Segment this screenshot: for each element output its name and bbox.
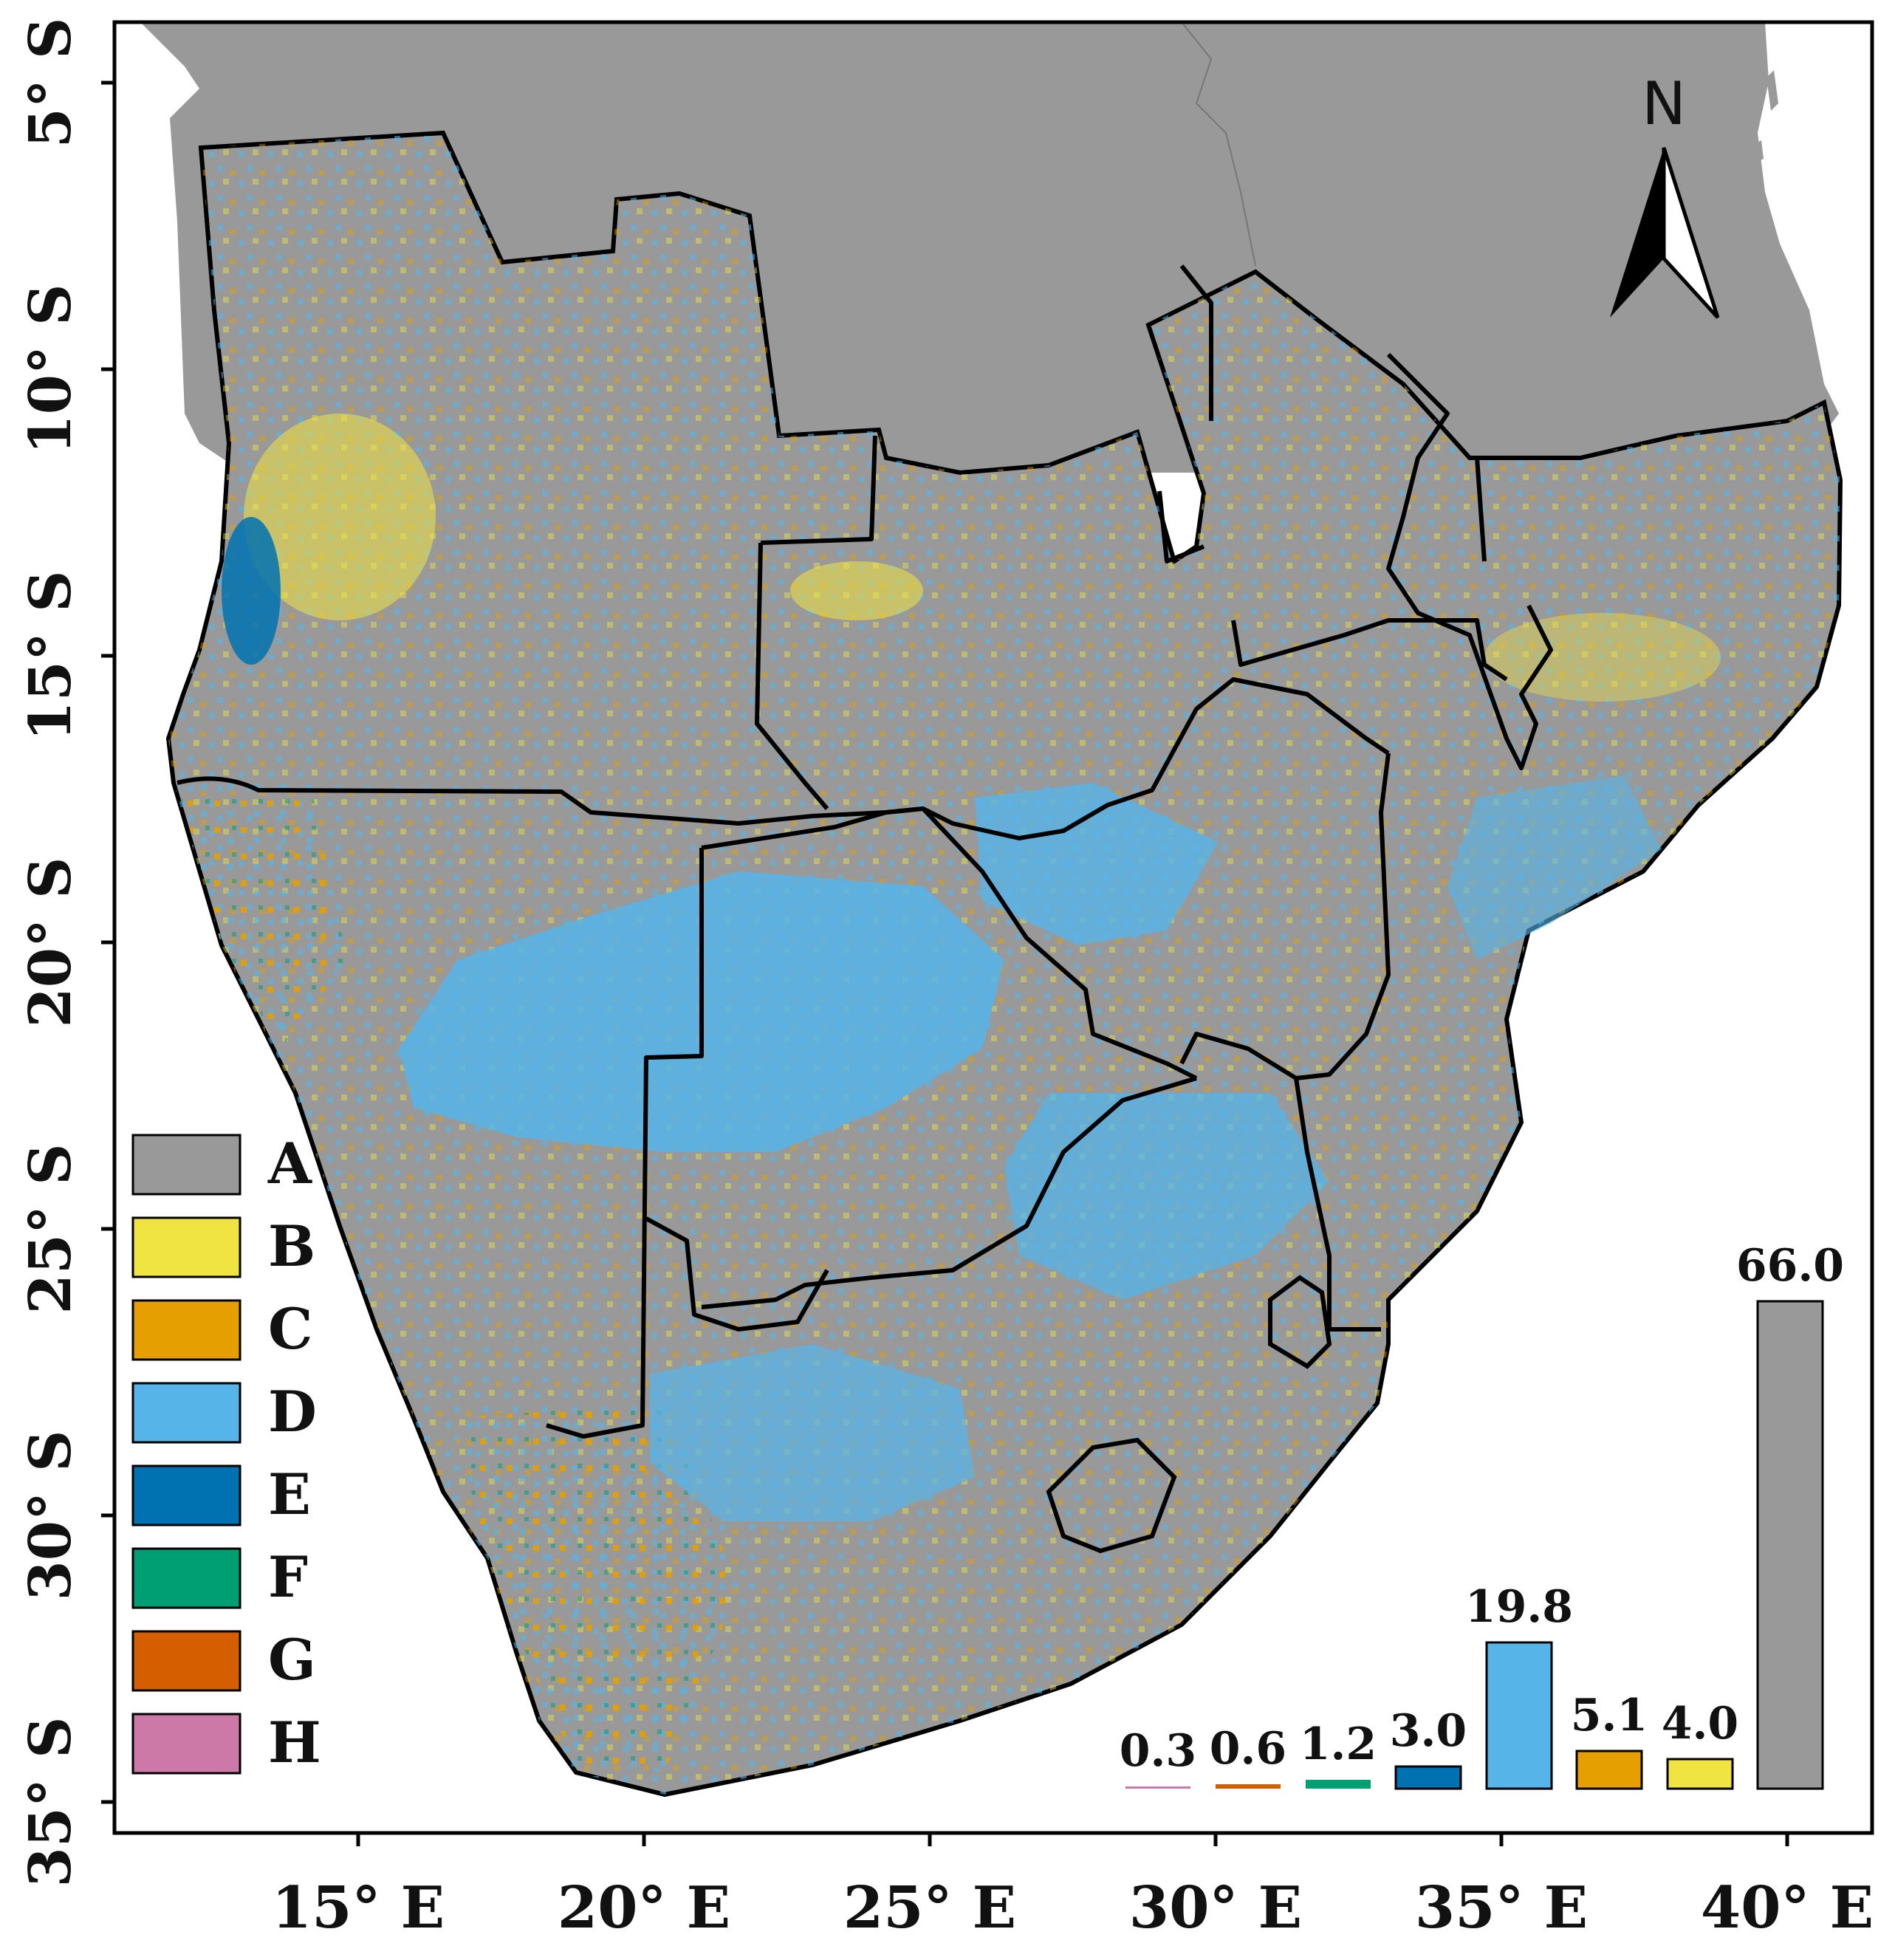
class-d-patch (650, 1344, 975, 1521)
y-tick-label: 10° S (17, 284, 84, 454)
north-arrow-label: N (1642, 69, 1686, 138)
bar-value-label-b: 4.0 (1662, 1698, 1738, 1750)
legend-label-h: H (268, 1710, 321, 1775)
bar-f (1306, 1780, 1371, 1789)
legend-label-c: C (268, 1296, 313, 1362)
legend-label-a: A (267, 1131, 312, 1196)
bar-b (1666, 1758, 1734, 1790)
legend-label-f: F (268, 1544, 308, 1610)
y-tick-label: 25° S (17, 1143, 84, 1314)
bar-h (1125, 1786, 1190, 1789)
legend-label-e: E (268, 1462, 311, 1527)
class-e-patch (222, 517, 281, 665)
legend-swatch-d (131, 1382, 241, 1444)
y-tick-label: 35° S (17, 1716, 84, 1887)
island-shape (1767, 70, 1778, 111)
y-tick-label: 5° S (17, 18, 84, 148)
eswatini-border (1268, 1275, 1332, 1369)
legend-label-g: G (268, 1627, 316, 1693)
class-c-patch (177, 783, 347, 1049)
class-b-patch (1484, 613, 1721, 702)
north-arrow-icon (1610, 147, 1720, 319)
x-tick-label: 40° E (1701, 1874, 1874, 1942)
island-shape (1754, 140, 1764, 162)
lesotho-border (1046, 1437, 1177, 1554)
bar-a (1756, 1300, 1824, 1790)
y-tick-label: 30° S (17, 1430, 84, 1600)
country-borders (177, 264, 1553, 1439)
bar-value-label-a: 66.0 (1736, 1240, 1844, 1292)
inset-bar-chart: 0.3 0.6 1.2 3.0 19.8 5.1 4.0 66.0 (1120, 1240, 1844, 1790)
class-b-patch (244, 414, 436, 620)
y-axis: 5° S 10° S 15° S 20° S 25° S 30° S 35° S (17, 18, 114, 1888)
y-tick-label: 20° S (17, 857, 84, 1027)
legend-swatch-e (131, 1464, 241, 1526)
bar-e (1394, 1765, 1462, 1790)
x-tick-label: 35° E (1415, 1874, 1588, 1942)
class-d-patch (1447, 775, 1662, 960)
x-tick-label: 15° E (272, 1874, 445, 1942)
x-axis: 15° E 20° E 25° E 30° E 35° E 40° E (272, 1833, 1874, 1942)
north-arrow: N (1610, 69, 1720, 319)
class-d-patch (975, 783, 1219, 945)
class-c-patch (450, 1403, 739, 1772)
bar-value-label-c: 5.1 (1571, 1690, 1648, 1741)
outside-border-line (1181, 22, 1256, 267)
legend-swatch-f (131, 1547, 241, 1609)
bar-c (1575, 1750, 1643, 1790)
bar-value-label-f: 1.2 (1300, 1719, 1377, 1770)
x-tick-label: 30° E (1129, 1874, 1302, 1942)
legend-swatch-g (131, 1630, 241, 1692)
study-region-classes-overlay (168, 133, 1840, 1795)
legend-swatch-h (131, 1713, 241, 1775)
bar-g (1216, 1784, 1281, 1789)
class-d-patch (1004, 1093, 1329, 1300)
bar-value-label-h: 0.3 (1120, 1725, 1196, 1777)
legend-swatch-c (131, 1299, 241, 1361)
legend-label-b: B (268, 1213, 315, 1279)
legend-swatch-a (131, 1134, 241, 1196)
map-frame (112, 20, 1874, 1835)
class-b-patch (790, 561, 923, 620)
x-tick-label: 25° E (843, 1874, 1016, 1942)
legend-swatch-b (131, 1216, 241, 1278)
x-tick-label: 20° E (558, 1874, 730, 1942)
map-layers (140, 22, 1843, 1798)
bar-value-label-d: 19.8 (1465, 1581, 1573, 1633)
bar-value-label-g: 0.6 (1210, 1723, 1286, 1775)
legend-label-d: D (268, 1379, 317, 1445)
y-tick-label: 15° S (17, 570, 84, 741)
bar-d (1485, 1641, 1553, 1790)
bar-value-label-e: 3.0 (1390, 1705, 1467, 1757)
